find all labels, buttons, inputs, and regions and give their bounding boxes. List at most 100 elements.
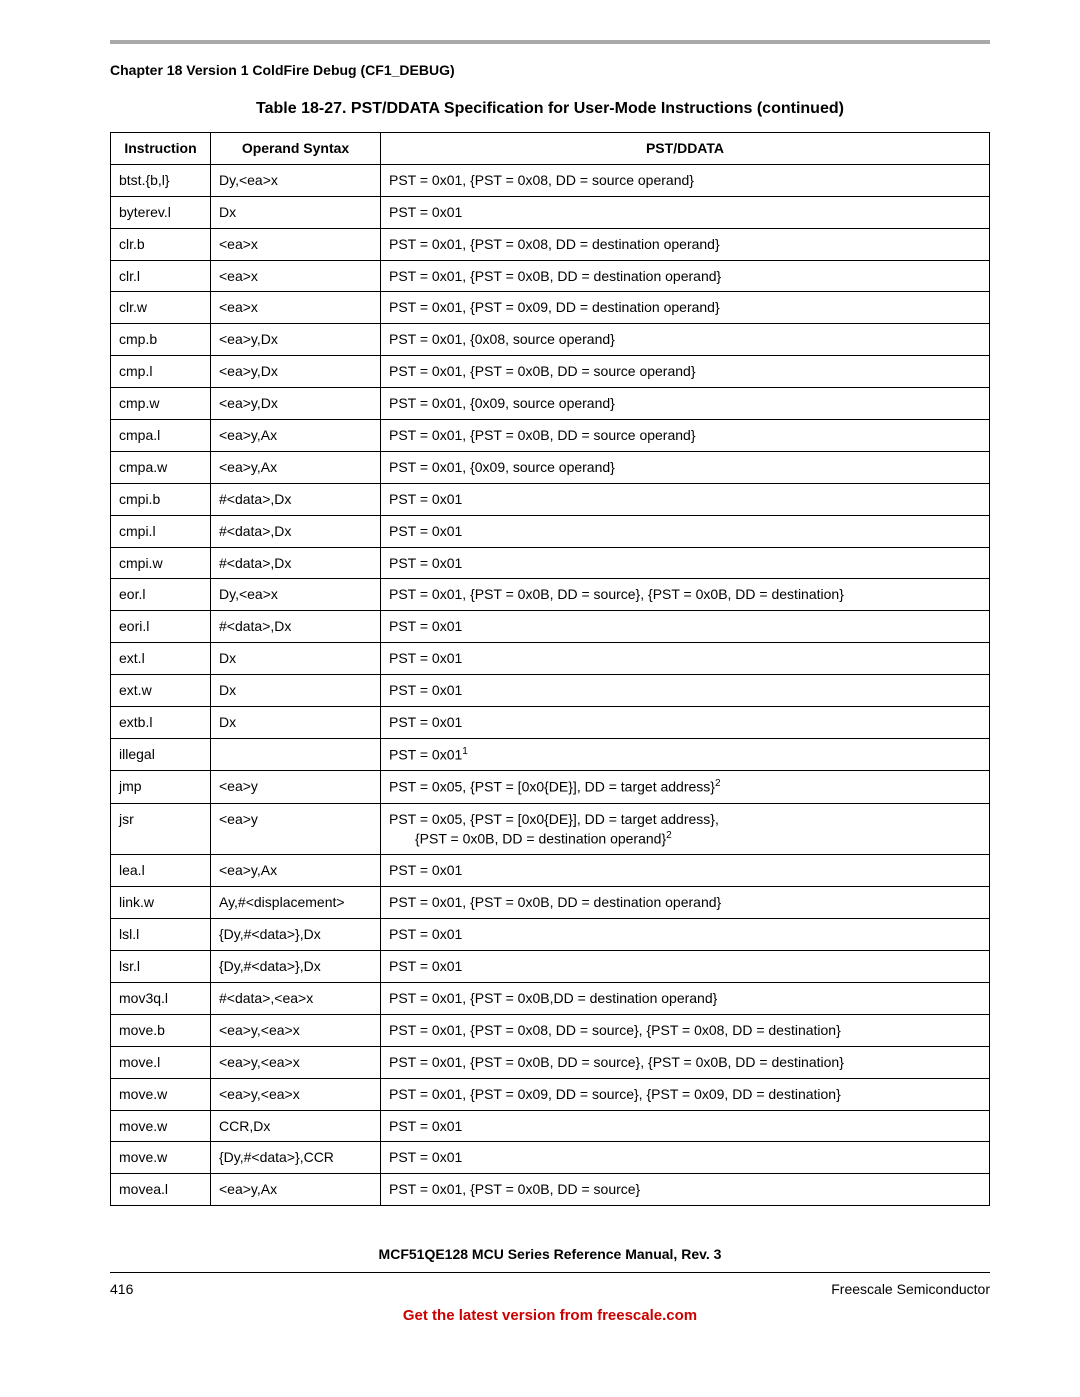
cell-operand: Dx [211, 196, 381, 228]
download-link[interactable]: Get the latest version from freescale.co… [110, 1307, 990, 1324]
col-operand: Operand Syntax [211, 133, 381, 165]
cell-instruction: cmp.w [111, 388, 211, 420]
table-row: byterev.lDxPST = 0x01 [111, 196, 990, 228]
cell-instruction: lea.l [111, 855, 211, 887]
manual-title: MCF51QE128 MCU Series Reference Manual, … [110, 1246, 990, 1262]
cell-pstddata: PST = 0x01 [381, 547, 990, 579]
cell-operand: Dy,<ea>x [211, 164, 381, 196]
table-caption: Table 18-27. PST/DDATA Specification for… [110, 100, 990, 118]
cell-instruction: jsr [111, 804, 211, 855]
cell-operand: Dx [211, 707, 381, 739]
col-pstddata: PST/DDATA [381, 133, 990, 165]
cell-operand: #<data>,<ea>x [211, 983, 381, 1015]
cell-pstddata: PST = 0x05, {PST = [0x0{DE}], DD = targe… [381, 771, 990, 804]
cell-instruction: jmp [111, 771, 211, 804]
table-row: btst.{b,l}Dy,<ea>xPST = 0x01, {PST = 0x0… [111, 164, 990, 196]
table-row: move.b<ea>y,<ea>xPST = 0x01, {PST = 0x08… [111, 1014, 990, 1046]
cell-instruction: ext.w [111, 675, 211, 707]
table-row: extb.lDxPST = 0x01 [111, 707, 990, 739]
table-row: ext.wDxPST = 0x01 [111, 675, 990, 707]
table-row: link.wAy,#<displacement>PST = 0x01, {PST… [111, 887, 990, 919]
table-row: mov3q.l#<data>,<ea>xPST = 0x01, {PST = 0… [111, 983, 990, 1015]
cell-operand: {Dy,#<data>},Dx [211, 951, 381, 983]
cell-pstddata: PST = 0x01, {PST = 0x09, DD = source}, {… [381, 1078, 990, 1110]
cell-operand: <ea>y,Ax [211, 1174, 381, 1206]
chapter-heading: Chapter 18 Version 1 ColdFire Debug (CF1… [110, 62, 990, 78]
cell-instruction: move.w [111, 1078, 211, 1110]
cell-pstddata: PST = 0x01, {PST = 0x09, DD = destinatio… [381, 292, 990, 324]
page-footer: MCF51QE128 MCU Series Reference Manual, … [110, 1246, 990, 1324]
table-row: jsr<ea>yPST = 0x05, {PST = [0x0{DE}], DD… [111, 804, 990, 855]
table-row: eor.lDy,<ea>xPST = 0x01, {PST = 0x0B, DD… [111, 579, 990, 611]
top-rule [110, 40, 990, 44]
cell-instruction: extb.l [111, 707, 211, 739]
cell-pstddata: PST = 0x01 [381, 675, 990, 707]
cell-instruction: cmp.l [111, 356, 211, 388]
cell-instruction: clr.l [111, 260, 211, 292]
cell-instruction: lsl.l [111, 919, 211, 951]
cell-instruction: move.w [111, 1142, 211, 1174]
table-row: lsl.l{Dy,#<data>},DxPST = 0x01 [111, 919, 990, 951]
table-row: move.w{Dy,#<data>},CCRPST = 0x01 [111, 1142, 990, 1174]
cell-pstddata: PST = 0x01 [381, 515, 990, 547]
cell-pstddata: PST = 0x01, {PST = 0x0B, DD = source ope… [381, 420, 990, 452]
cell-pstddata: PST = 0x01 [381, 643, 990, 675]
cell-pstddata: PST = 0x01 [381, 196, 990, 228]
cell-pstddata: PST = 0x01, {PST = 0x0B, DD = source} [381, 1174, 990, 1206]
cell-pstddata: PST = 0x05, {PST = [0x0{DE}], DD = targe… [381, 804, 990, 855]
cell-operand: <ea>y,<ea>x [211, 1014, 381, 1046]
cell-operand: Dy,<ea>x [211, 579, 381, 611]
table-row: cmpi.b#<data>,DxPST = 0x01 [111, 483, 990, 515]
cell-operand: <ea>y,Dx [211, 388, 381, 420]
cell-pstddata: PST = 0x01, {0x08, source operand} [381, 324, 990, 356]
cell-operand: {Dy,#<data>},Dx [211, 919, 381, 951]
table-row: cmpa.l<ea>y,AxPST = 0x01, {PST = 0x0B, D… [111, 420, 990, 452]
table-row: move.l<ea>y,<ea>xPST = 0x01, {PST = 0x0B… [111, 1046, 990, 1078]
cell-operand: <ea>y [211, 771, 381, 804]
spec-table: Instruction Operand Syntax PST/DDATA bts… [110, 132, 990, 1206]
cell-instruction: cmpi.b [111, 483, 211, 515]
col-instruction: Instruction [111, 133, 211, 165]
cell-pstddata: PST = 0x01 [381, 707, 990, 739]
cell-pstddata: PST = 0x01, {PST = 0x0B, DD = destinatio… [381, 260, 990, 292]
cell-instruction: move.w [111, 1110, 211, 1142]
cell-instruction: move.l [111, 1046, 211, 1078]
cell-pstddata: PST = 0x01, {PST = 0x0B, DD = source}, {… [381, 579, 990, 611]
cell-operand: #<data>,Dx [211, 515, 381, 547]
table-row: cmpi.l#<data>,DxPST = 0x01 [111, 515, 990, 547]
cell-operand: #<data>,Dx [211, 483, 381, 515]
table-row: eori.l#<data>,DxPST = 0x01 [111, 611, 990, 643]
table-row: cmpi.w#<data>,DxPST = 0x01 [111, 547, 990, 579]
table-row: movea.l<ea>y,AxPST = 0x01, {PST = 0x0B, … [111, 1174, 990, 1206]
cell-operand: {Dy,#<data>},CCR [211, 1142, 381, 1174]
table-row: clr.l<ea>xPST = 0x01, {PST = 0x0B, DD = … [111, 260, 990, 292]
cell-operand: #<data>,Dx [211, 611, 381, 643]
table-row: clr.w<ea>xPST = 0x01, {PST = 0x09, DD = … [111, 292, 990, 324]
cell-operand: <ea>y,Ax [211, 420, 381, 452]
cell-instruction: eori.l [111, 611, 211, 643]
cell-instruction: ext.l [111, 643, 211, 675]
cell-pstddata: PST = 0x01 [381, 611, 990, 643]
cell-operand: CCR,Dx [211, 1110, 381, 1142]
cell-instruction: mov3q.l [111, 983, 211, 1015]
page-number: 416 [110, 1281, 133, 1297]
table-header-row: Instruction Operand Syntax PST/DDATA [111, 133, 990, 165]
cell-operand: <ea>y [211, 804, 381, 855]
cell-operand: <ea>x [211, 228, 381, 260]
cell-pstddata: PST = 0x01 [381, 919, 990, 951]
cell-pstddata: PST = 0x011 [381, 738, 990, 771]
cell-instruction: clr.w [111, 292, 211, 324]
cell-pstddata: PST = 0x01, {PST = 0x08, DD = source}, {… [381, 1014, 990, 1046]
cell-pstddata: PST = 0x01 [381, 855, 990, 887]
cell-operand [211, 738, 381, 771]
cell-instruction: movea.l [111, 1174, 211, 1206]
cell-pstddata: PST = 0x01 [381, 483, 990, 515]
cell-pstddata: PST = 0x01 [381, 1142, 990, 1174]
cell-instruction: byterev.l [111, 196, 211, 228]
cell-operand: Dx [211, 643, 381, 675]
cell-pstddata: PST = 0x01 [381, 951, 990, 983]
cell-instruction: cmpa.w [111, 451, 211, 483]
cell-operand: <ea>y,Ax [211, 451, 381, 483]
cell-instruction: move.b [111, 1014, 211, 1046]
cell-pstddata: PST = 0x01, {PST = 0x0B,DD = destination… [381, 983, 990, 1015]
